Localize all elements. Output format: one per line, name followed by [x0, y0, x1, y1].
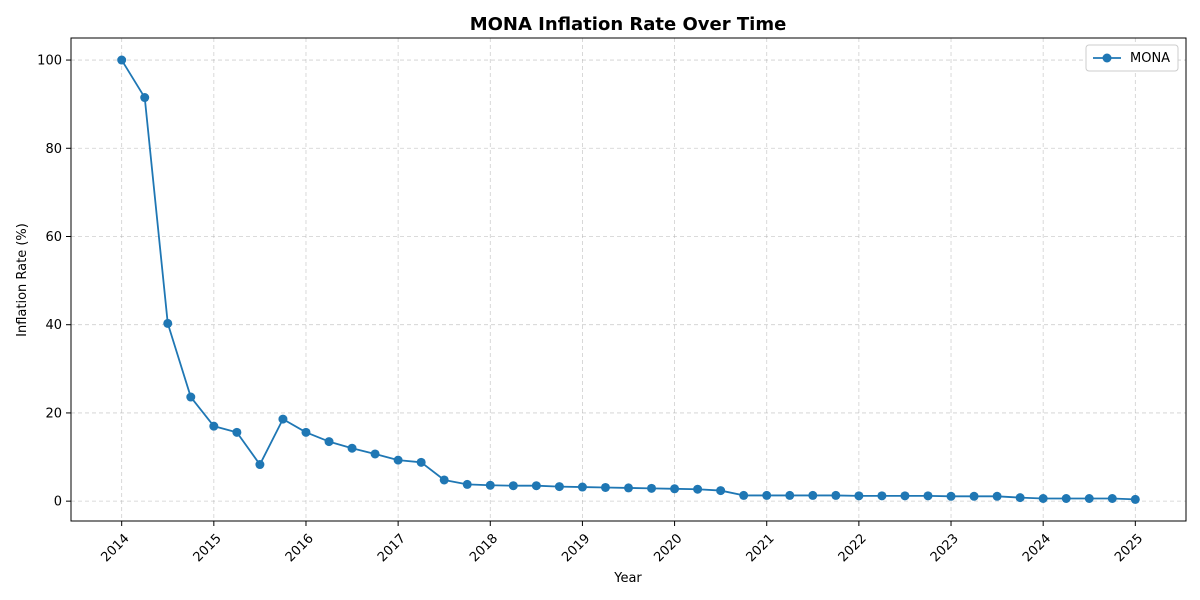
data-point: [693, 484, 703, 494]
plot-frame: [70, 37, 1187, 522]
legend-marker-mona: [1102, 53, 1112, 63]
data-point: [946, 491, 956, 501]
data-point: [163, 318, 173, 328]
data-point: [577, 482, 587, 492]
x-tick-label: 2024: [1020, 531, 1054, 565]
x-tick-label: 2023: [928, 531, 962, 565]
data-point: [140, 93, 150, 103]
data-point: [923, 491, 933, 501]
data-point: [808, 490, 818, 500]
y-tick-label: 100: [37, 54, 62, 69]
data-point: [554, 482, 564, 492]
legend: MONA: [1085, 44, 1179, 72]
y-axis: 0 20 40 60 80 100: [37, 54, 71, 510]
data-point: [600, 482, 610, 492]
x-tick-label: 2014: [99, 531, 133, 565]
data-point: [1107, 494, 1117, 504]
x-tick-label: 2019: [559, 531, 593, 565]
data-point: [716, 486, 726, 496]
data-point: [877, 491, 887, 501]
data-point: [117, 55, 127, 65]
x-tick-label: 2015: [191, 531, 225, 565]
data-point: [785, 490, 795, 500]
x-tick-label: 2020: [651, 531, 685, 565]
data-point: [1084, 494, 1094, 504]
data-point: [255, 460, 265, 470]
data-point: [854, 491, 864, 501]
grid-lines: [71, 38, 1186, 521]
y-tick-label: 80: [45, 142, 62, 157]
data-point: [370, 449, 380, 459]
y-tick-label: 20: [45, 406, 62, 421]
data-point: [416, 457, 426, 467]
data-point: [831, 490, 841, 500]
legend-label-mona: MONA: [1130, 51, 1170, 66]
data-point: [1038, 494, 1048, 504]
data-point: [324, 437, 334, 447]
y-tick-label: 0: [54, 495, 62, 510]
data-point: [485, 480, 495, 490]
data-point: [739, 490, 749, 500]
data-point: [762, 490, 772, 500]
data-point: [647, 483, 657, 493]
data-point: [347, 443, 357, 453]
x-tick-label: 2018: [467, 531, 501, 565]
x-tick-label: 2016: [283, 531, 317, 565]
data-point: [670, 484, 680, 494]
legend-box: [1085, 44, 1179, 72]
y-tick-label: 60: [45, 230, 62, 245]
series-layer: [117, 55, 1140, 504]
data-point: [301, 427, 311, 437]
series-line-mona: [120, 59, 1136, 501]
data-point: [508, 481, 518, 491]
data-point: [624, 483, 633, 493]
data-point: [209, 421, 219, 431]
data-point: [531, 481, 541, 491]
data-point: [278, 414, 288, 424]
data-point: [1015, 493, 1025, 503]
data-point: [992, 491, 1002, 501]
x-tick-label: 2022: [836, 531, 870, 565]
x-axis-label: Year: [613, 571, 642, 586]
data-point: [900, 491, 910, 501]
y-tick-label: 40: [45, 318, 62, 333]
data-point: [462, 479, 472, 489]
data-point: [1130, 494, 1140, 504]
data-point: [1061, 494, 1071, 504]
chart-title: MONA Inflation Rate Over Time: [470, 14, 787, 35]
x-tick-label: 2017: [375, 531, 409, 565]
x-axis: 2014 2015 2016 2017 2018 2019 2020 2021 2022 2023…: [99, 521, 1146, 565]
data-point: [186, 392, 196, 402]
x-tick-label: 2025: [1112, 531, 1146, 565]
data-point: [439, 475, 449, 485]
x-tick-label: 2021: [744, 531, 778, 565]
data-point: [969, 491, 979, 501]
y-axis-label: Inflation Rate (%): [15, 223, 30, 337]
data-point: [232, 427, 242, 437]
data-point: [393, 455, 403, 465]
